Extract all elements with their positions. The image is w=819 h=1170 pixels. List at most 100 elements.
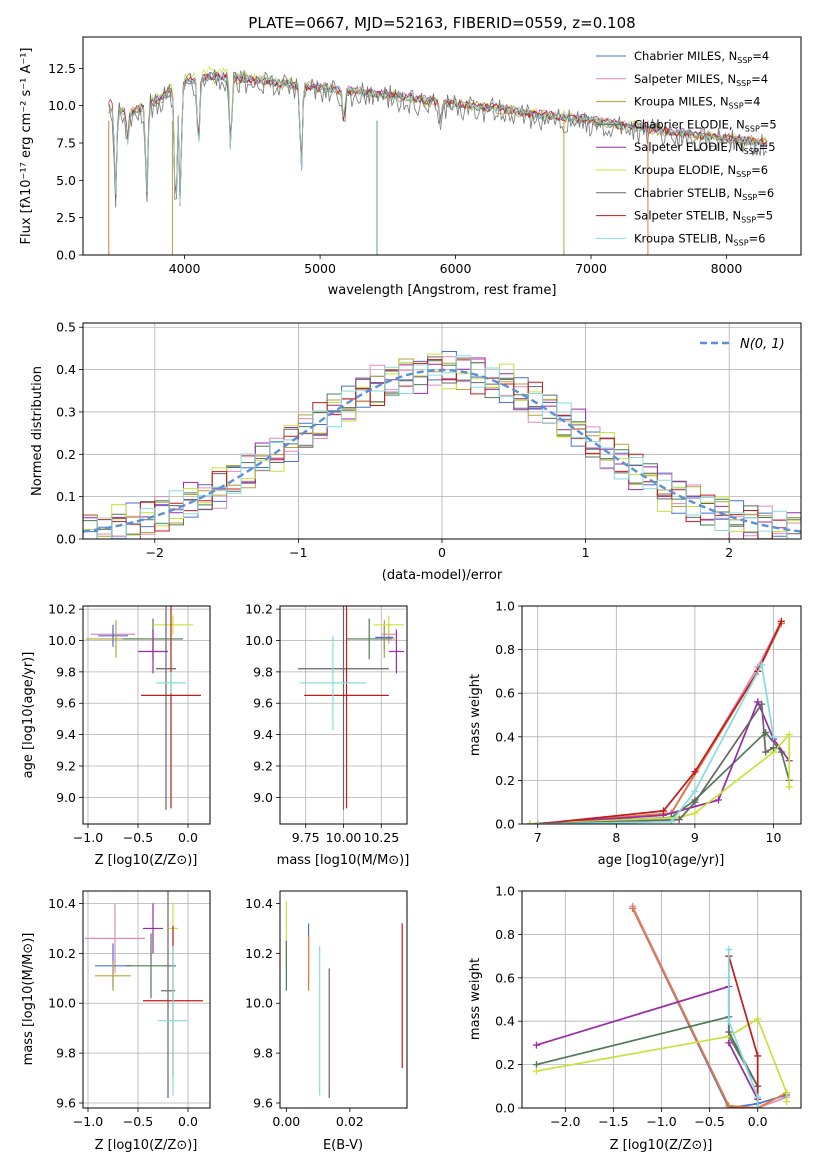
age-mass-xlabel: mass [log10(M/M⊙)] (277, 853, 410, 868)
y-tick-label: 1.0 (495, 884, 515, 899)
weight-marker (691, 798, 699, 806)
weight-line (537, 620, 783, 824)
mass-vs-metallicity-panel: −1.0 −0.5 0.0 9.6 9.8 10.0 10.2 10.4 Z [log10(Z… (21, 890, 211, 1153)
weight-marker (758, 700, 766, 708)
weight-marker (777, 617, 785, 625)
y-tick-label: 0.3 (56, 404, 76, 419)
weight-z-ylabel: mass weight (468, 958, 483, 1040)
x-tick-label: −1 (289, 545, 307, 560)
weight-marker (754, 1052, 762, 1060)
weight-line (727, 949, 759, 1108)
age-z-xlabel: Z [log10(Z/Z⊙)] (95, 853, 198, 868)
mass-z-xlabel: Z [log10(Z/Z⊙)] (95, 1138, 198, 1153)
y-tick-label: 0.4 (495, 729, 515, 744)
histogram-legend: N(0, 1) (700, 337, 785, 352)
weight-vs-metallicity-panel: −2.0 −1.5 −1.0 −0.5 0.0 0.0 0.2 0.4 0.6 0.8 1.0 Z … (468, 884, 802, 1153)
y-tick-label: 9.4 (56, 727, 76, 742)
x-tick-label: 5000 (304, 261, 336, 276)
spectrum-ylabel: Flux [fλ10⁻¹⁷ erg cm⁻² s⁻¹ A⁻¹] (19, 48, 34, 245)
x-tick-label: −0.5 (694, 1114, 724, 1129)
y-tick-label: 2.5 (56, 210, 76, 225)
y-tick-label: 9.6 (56, 696, 76, 711)
y-tick-label: 10.4 (245, 896, 273, 911)
x-tick-label: 10 (766, 830, 782, 845)
weight-line (537, 662, 775, 824)
weight-line (537, 620, 783, 824)
x-tick-label: 0.0 (748, 1114, 768, 1129)
legend-label: Salpeter MILES, NSSP=4 (634, 72, 768, 88)
weight-marker (769, 744, 777, 752)
weight-marker (769, 733, 777, 741)
y-tick-label: 0.0 (56, 248, 76, 263)
histogram-ylabel: Normed distribution (30, 366, 45, 496)
y-tick-label: 0.8 (495, 642, 515, 657)
weight-marker (754, 698, 762, 706)
spectrum-panel: PLATE=0667, MJD=52163, FIBERID=0559, z=0… (19, 14, 802, 298)
x-tick-label: −1.0 (646, 1114, 676, 1129)
x-tick-label: 8 (612, 830, 620, 845)
x-tick-label: 10.00 (326, 830, 362, 845)
y-tick-label: 10.2 (245, 946, 273, 961)
y-tick-label: 0.4 (56, 362, 76, 377)
normal-curve (83, 368, 801, 533)
weight-marker (725, 946, 733, 954)
y-tick-label: 9.8 (56, 664, 76, 679)
y-tick-label: 9.0 (253, 790, 273, 805)
legend-label: Salpeter STELIB, NSSP=5 (634, 209, 773, 225)
y-tick-label: 0.0 (495, 1101, 515, 1116)
y-tick-label: 0.8 (495, 927, 515, 942)
weight-vs-age-panel: 7 8 9 10 0.0 0.2 0.4 0.6 0.8 1.0 age [log10(age/y… (468, 599, 802, 868)
mass-z-frame (82, 890, 211, 1109)
y-tick-label: 9.8 (253, 664, 273, 679)
weight-marker (675, 816, 683, 824)
weight-age-frame (521, 605, 802, 825)
y-tick-label: 0.4 (495, 1014, 515, 1029)
weight-line (631, 908, 787, 1108)
weight-marker (785, 783, 793, 791)
age-z-ylabel: age [log10(age/yr)] (21, 652, 36, 779)
weight-line (537, 701, 774, 824)
x-tick-label: −1.0 (73, 1114, 103, 1129)
y-tick-label: 10.2 (245, 602, 273, 617)
x-tick-label: −1.5 (598, 1114, 628, 1129)
weight-marker (691, 768, 699, 776)
weight-line (537, 623, 783, 824)
weight-marker (762, 748, 770, 756)
weight-line (529, 731, 791, 824)
weight-marker (532, 1067, 540, 1075)
y-tick-label: 10.0 (48, 996, 76, 1011)
weight-marker (758, 661, 766, 669)
x-tick-label: −2 (146, 545, 164, 560)
weight-z-xlabel: Z [log10(Z/Z⊙)] (610, 1138, 713, 1153)
weight-marker (691, 809, 699, 817)
normal-legend-label: N(0, 1) (740, 337, 785, 352)
y-tick-label: 0.5 (56, 320, 76, 335)
x-tick-label: −0.5 (123, 1114, 153, 1129)
age-vs-metallicity-panel: −1.0 −0.5 0.0 9.0 9.2 9.4 9.6 9.8 10.0 10.2 Z [lo… (21, 602, 211, 868)
y-tick-label: 12.5 (48, 61, 76, 76)
y-tick-label: 9.8 (56, 1046, 76, 1061)
spectrum-title: PLATE=0667, MJD=52163, FIBERID=0559, z=0… (248, 14, 635, 32)
x-tick-label: 6000 (440, 261, 472, 276)
weight-marker (783, 1097, 791, 1105)
x-tick-label: 9.75 (292, 830, 320, 845)
weight-marker (532, 1041, 540, 1049)
x-tick-label: 7000 (575, 261, 607, 276)
y-tick-label: 1.0 (495, 599, 515, 614)
residual-histogram-panel: −2 −1 0 1 2 0.0 0.1 0.2 0.3 0.4 0.5 N(0, 1) (data-… (30, 320, 802, 583)
y-tick-label: 9.2 (253, 758, 273, 773)
histogram-xlabel: (data-model)/error (382, 568, 503, 583)
weight-line (529, 699, 790, 824)
weight-marker (725, 1102, 733, 1108)
spectrum-line (108, 72, 768, 200)
y-tick-label: 10.0 (245, 996, 273, 1011)
weight-marker (629, 904, 637, 912)
y-tick-label: 9.2 (56, 758, 76, 773)
mass-vs-ebv-panel: 0.00 0.02 9.6 9.8 10.0 10.2 10.4 E(B-V) (245, 890, 408, 1153)
weight-marker (659, 807, 667, 815)
spectrum-frame (82, 36, 802, 256)
weight-marker (754, 1015, 762, 1023)
y-tick-label: 10.4 (48, 896, 76, 911)
y-tick-label: 5.0 (56, 173, 76, 188)
